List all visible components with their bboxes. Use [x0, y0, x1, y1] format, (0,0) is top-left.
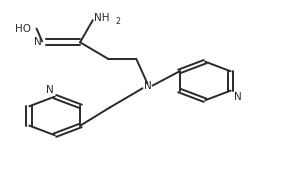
- Text: N: N: [234, 91, 242, 102]
- Text: N: N: [144, 82, 151, 91]
- Text: NH: NH: [94, 13, 110, 23]
- Text: N: N: [34, 37, 42, 47]
- Text: HO: HO: [15, 24, 31, 33]
- Text: N: N: [46, 85, 53, 95]
- Text: 2: 2: [115, 17, 120, 26]
